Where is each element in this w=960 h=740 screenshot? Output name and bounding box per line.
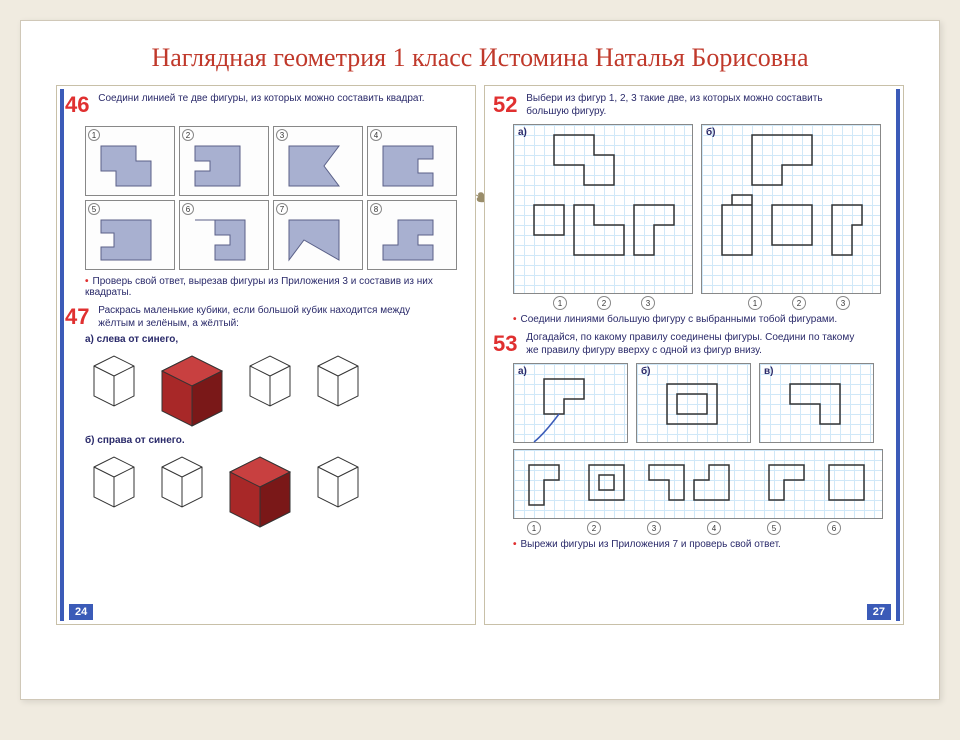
grid-53b: б) <box>636 363 751 443</box>
exercise-text: Выбери из фигур 1, 2, 3 такие две, из ко… <box>526 92 866 118</box>
cell-label: 6 <box>182 203 194 215</box>
puzzle-shape-icon <box>284 141 354 191</box>
page-number: 24 <box>69 604 93 620</box>
bullet-icon: • <box>513 539 521 550</box>
puzzle-shape-icon <box>96 141 166 191</box>
shape-with-line-icon <box>514 364 629 444</box>
page-number: 27 <box>867 604 891 620</box>
cube-small-icon <box>313 351 363 407</box>
exercise-47: 47 Раскрась маленькие кубики, если больш… <box>65 304 467 330</box>
exercise-note: •Вырежи фигуры из Приложения 7 и проверь… <box>513 539 895 550</box>
circle-label: 2 <box>792 296 806 310</box>
exercise-text: Догадайся, по какому правилу соединены ф… <box>526 331 866 357</box>
shape-cell-4: 4 <box>367 126 457 196</box>
note-text: Соедини линиями большую фигуру с выбранн… <box>521 314 838 325</box>
cube-small-icon <box>89 452 139 508</box>
textbook-page-left: 46 Соедини линией те две фигуры, из кото… <box>56 85 476 625</box>
circle-label: 4 <box>707 521 721 535</box>
exercise-check: •Проверь свой ответ, вырезав фигуры из П… <box>85 276 467 298</box>
check-text: Проверь свой ответ, вырезав фигуры из Пр… <box>85 276 433 298</box>
shape-cell-3: 3 <box>273 126 363 196</box>
circle-label: 1 <box>527 521 541 535</box>
exercise-53: 53 Догадайся, по какому правилу соединен… <box>493 331 895 357</box>
sublabel-a: а) слева от синего, <box>85 334 467 345</box>
exercise-note: •Соедини линиями большую фигуру с выбран… <box>513 314 895 325</box>
cell-label: 7 <box>276 203 288 215</box>
cube-big-red-icon <box>157 351 227 429</box>
slide: Наглядная геометрия 1 класс Истомина Нат… <box>20 20 940 700</box>
circle-label: 1 <box>748 296 762 310</box>
bullet-icon: • <box>513 314 521 325</box>
grid-53a: а) <box>513 363 628 443</box>
puzzle-shape-icon <box>378 141 448 191</box>
circle-label: 1 <box>553 296 567 310</box>
shape-cell-6: 6 <box>179 200 269 270</box>
polyomino-shapes-icon <box>702 125 882 295</box>
sublabel-b: б) справа от синего. <box>85 435 467 446</box>
grid-53-bottom <box>513 449 883 519</box>
pages-container: 46 Соедини линией те две фигуры, из кото… <box>21 85 939 625</box>
cell-label: 3 <box>276 129 288 141</box>
grid-a: а) <box>513 124 693 294</box>
cube-big-red-icon <box>225 452 295 530</box>
grid-b: б) <box>701 124 881 294</box>
cell-label: 5 <box>88 203 100 215</box>
grid-53c: в) <box>759 363 874 443</box>
ex53-grids-top: а) б) в) <box>513 363 895 443</box>
shape-cell-1: 1 <box>85 126 175 196</box>
cube-small-icon <box>313 452 363 508</box>
puzzle-shape-icon <box>378 215 448 265</box>
circle-label: 3 <box>641 296 655 310</box>
puzzle-shape-icon <box>190 215 260 265</box>
exercise-text: Раскрась маленькие кубики, если большой … <box>98 304 438 330</box>
shape-cell-5: 5 <box>85 200 175 270</box>
shape-cell-7: 7 <box>273 200 363 270</box>
exercise-number: 46 <box>65 92 89 118</box>
circle-label: 6 <box>827 521 841 535</box>
exercise-text: Соедини линией те две фигуры, из которых… <box>98 92 438 105</box>
puzzle-shape-icon <box>190 141 260 191</box>
cell-label: 1 <box>88 129 100 141</box>
puzzle-shape-icon <box>96 215 166 265</box>
label-strip: 1 2 3 1 2 3 <box>513 300 895 310</box>
circle-label: 3 <box>836 296 850 310</box>
ex52-grids: а) б) <box>513 124 895 294</box>
cube-row-b <box>89 452 467 530</box>
circle-label: 2 <box>587 521 601 535</box>
circle-labels: 1 2 3 <box>748 296 895 310</box>
note-text: Вырежи фигуры из Приложения 7 и проверь … <box>521 539 781 550</box>
exercise-number: 47 <box>65 304 89 330</box>
circle-labels-bottom: 1 2 3 4 5 6 <box>527 521 895 535</box>
circle-labels: 1 2 3 <box>553 296 700 310</box>
bottom-shapes-icon <box>514 450 884 520</box>
puzzle-shape-icon <box>284 215 354 265</box>
exercise-number: 52 <box>493 92 517 118</box>
circle-label: 5 <box>767 521 781 535</box>
cube-row-a <box>89 351 467 429</box>
shape-icon <box>637 364 752 444</box>
cell-label: 8 <box>370 203 382 215</box>
cube-small-icon <box>245 351 295 407</box>
shape-icon <box>760 364 875 444</box>
exercise-52: 52 Выбери из фигур 1, 2, 3 такие две, из… <box>493 92 895 118</box>
circle-label: 3 <box>647 521 661 535</box>
circle-label: 2 <box>597 296 611 310</box>
textbook-page-right: 52 Выбери из фигур 1, 2, 3 такие две, из… <box>484 85 904 625</box>
shape-grid: 1 2 3 4 5 <box>85 126 467 270</box>
cube-small-icon <box>157 452 207 508</box>
page-title: Наглядная геометрия 1 класс Истомина Нат… <box>21 21 939 85</box>
cell-label: 2 <box>182 129 194 141</box>
exercise-46: 46 Соедини линией те две фигуры, из кото… <box>65 92 467 118</box>
exercise-number: 53 <box>493 331 517 357</box>
shape-cell-8: 8 <box>367 200 457 270</box>
cube-small-icon <box>89 351 139 407</box>
shape-cell-2: 2 <box>179 126 269 196</box>
polyomino-shapes-icon <box>514 125 694 295</box>
cell-label: 4 <box>370 129 382 141</box>
bullet-icon: • <box>85 276 93 287</box>
